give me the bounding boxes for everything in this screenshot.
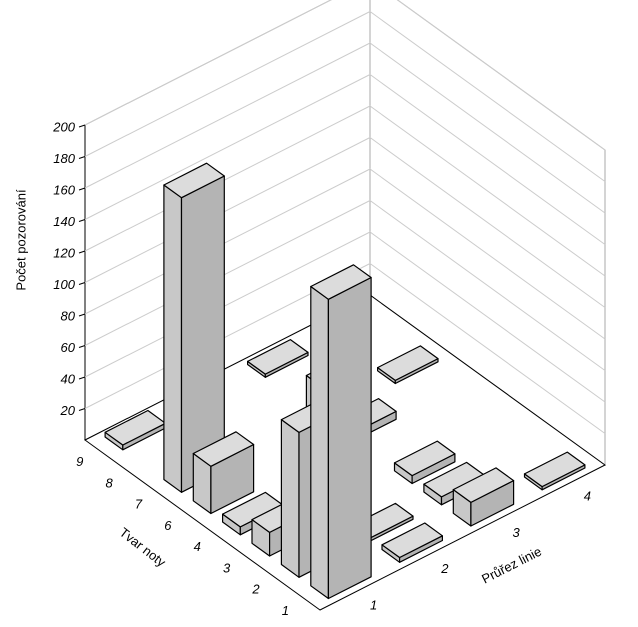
bar-left-face	[280, 419, 300, 578]
y-tick	[78, 376, 86, 380]
bar-top-face	[247, 339, 309, 375]
bar-top-face	[192, 431, 255, 467]
y-tick	[78, 156, 86, 159]
bar	[310, 264, 372, 600]
back-right-wall	[369, 0, 606, 466]
x-tick-label: 6	[164, 518, 172, 533]
x-axis-title: Tvar noty	[117, 525, 169, 570]
y-tick-label: 180	[53, 151, 75, 166]
x-tick-label: 3	[223, 560, 231, 575]
bar-top-face	[523, 451, 586, 488]
y-tick-label: 140	[53, 214, 75, 229]
bar-top-face	[163, 162, 225, 199]
bar-top-face	[377, 345, 439, 381]
bar	[381, 522, 443, 563]
bar-top-face	[393, 440, 456, 477]
bar-left-face	[163, 184, 183, 493]
bar-right-face	[327, 276, 372, 600]
y-tick-label: 160	[53, 182, 75, 197]
x-tick-label: 7	[135, 497, 143, 512]
bar-top-face	[310, 264, 372, 300]
y-tick	[78, 282, 86, 285]
x-tick-label: 1	[282, 603, 289, 618]
z-tick-label: 4	[584, 489, 591, 504]
y-tick-label: 20	[60, 403, 76, 418]
y-tick-label: 120	[53, 245, 75, 260]
bar	[393, 440, 456, 485]
y-tick-label: 80	[61, 308, 76, 323]
grid-line	[84, 0, 606, 151]
z-tick-label: 2	[440, 561, 449, 576]
bar	[192, 431, 255, 515]
y-tick	[78, 313, 86, 317]
bar	[523, 451, 586, 491]
y-tick	[78, 187, 86, 191]
x-tick-label: 9	[76, 454, 83, 469]
bar	[163, 162, 225, 493]
x-tick-label: 4	[194, 539, 201, 554]
bar	[247, 339, 309, 378]
bar	[452, 467, 515, 527]
grid-line	[84, 10, 606, 182]
y-tick-label: 200	[52, 119, 75, 134]
bar-top-face	[381, 522, 443, 559]
grid-line	[84, 73, 606, 245]
y-axis-title: Počet pozorování	[13, 189, 28, 291]
y-tick	[78, 345, 86, 348]
z-axis-title: Průřez linie	[479, 544, 544, 587]
bar	[104, 409, 167, 451]
y-tick	[78, 124, 86, 128]
bar-top-face	[104, 409, 167, 446]
y-tick-label: 60	[61, 340, 76, 355]
x-tick-label: 8	[105, 475, 113, 490]
grid-line	[84, 42, 606, 214]
y-tick	[78, 219, 86, 222]
bar-left-face	[310, 285, 329, 600]
y-tick-label: 40	[61, 371, 76, 386]
bar-top-face	[452, 467, 515, 503]
y-tick	[78, 250, 86, 254]
z-tick-label: 3	[513, 525, 521, 540]
z-tick-label: 1	[370, 597, 377, 612]
y-tick-label: 100	[53, 277, 75, 292]
bar	[377, 345, 439, 385]
x-tick-label: 2	[251, 582, 260, 597]
y-tick	[78, 408, 86, 411]
